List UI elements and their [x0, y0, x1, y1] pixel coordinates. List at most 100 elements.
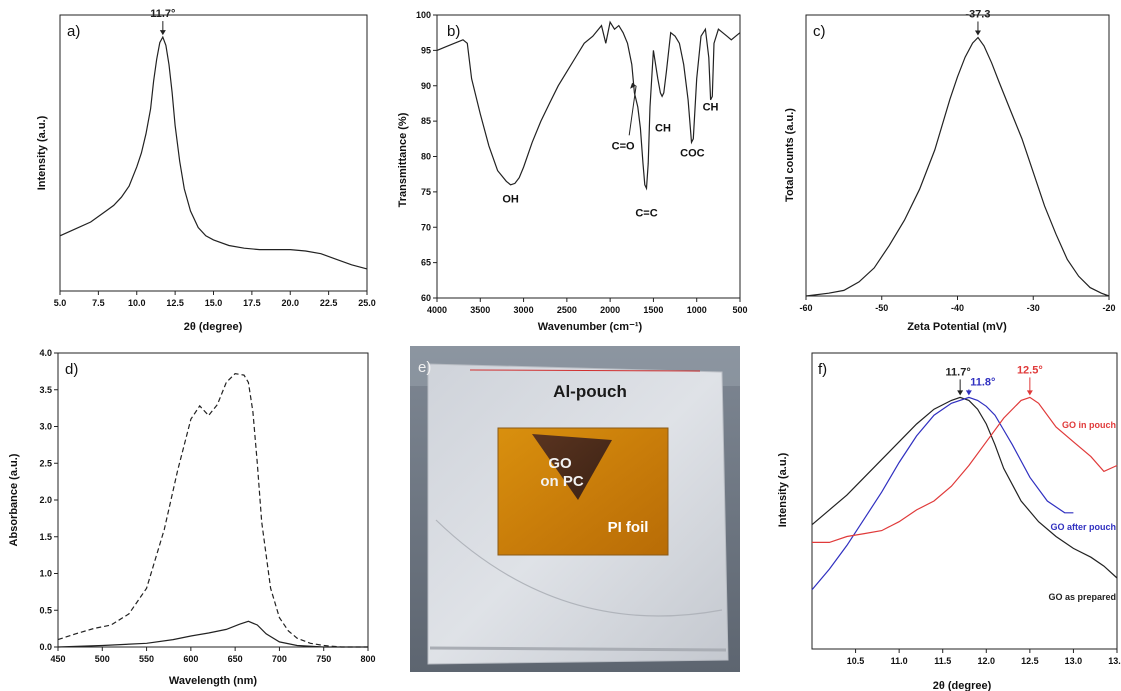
panel-d-series-line-1: [57, 372, 368, 648]
panel-a-label: a): [67, 23, 80, 40]
panel-b-ytick-label: 60: [421, 293, 431, 303]
panel-c-series-line-1: [805, 36, 1110, 297]
panel-f-xrd-pouch: 10.511.011.512.012.513.013.5 11.7°11.8°1…: [777, 352, 1121, 691]
panel-b-band-label: CH: [655, 123, 671, 135]
panel-f-xtick-label: 12.5: [1021, 656, 1039, 666]
panel-f-series-line-2: [811, 396, 1074, 591]
panel-a-ylabel: Intensity (a.u.): [36, 115, 48, 190]
panel-c-xtick-label: -60: [799, 303, 812, 313]
panel-a-xtick-label: 15.0: [205, 298, 223, 308]
panel-f-series-label: GO after pouch: [1050, 522, 1116, 532]
panel-a-xrd: 5.0 7.5 10.0 12.5 15.0 17.5 20.0 22.5 25.0 11.7°…: [36, 8, 376, 333]
panel-a-xtick-label: 20.0: [281, 298, 299, 308]
panel-d-ytick-label: 1.5: [39, 532, 52, 542]
panel-b-series-line-1: [436, 20, 741, 191]
panel-c-xtick-label: -40: [951, 303, 964, 313]
panel-b-xlabel: Wavenumber (cm⁻¹): [538, 321, 643, 333]
panel-d-xtick-label: 450: [50, 654, 65, 664]
panel-f-xtick-label: 10.5: [847, 656, 865, 666]
panel-b-xtick-label: 3000: [514, 305, 534, 315]
panel-c-xlabel: Zeta Potential (mV): [907, 321, 1007, 333]
photo-label-go: GO: [548, 455, 572, 472]
panel-c-series: -37.3: [805, 8, 1110, 297]
panel-f-series-line-3: [812, 396, 1118, 543]
panel-d-xtick-label: 600: [183, 654, 198, 664]
panel-b-series: [436, 20, 741, 191]
panel-f-annotation-label: 11.7°: [946, 366, 971, 378]
panel-a-series: 11.7°: [59, 8, 368, 270]
panel-b-xtick-label: 1000: [687, 305, 707, 315]
panel-f-annotation-arrowhead: [965, 390, 972, 396]
panel-d-xlabel: Wavelength (nm): [169, 675, 258, 687]
photo-label-al-pouch: Al-pouch: [553, 382, 627, 401]
panel-c-xtick-label: -30: [1027, 303, 1040, 313]
panel-b-xtick-label: 2500: [557, 305, 577, 315]
panel-d-label: d): [65, 361, 78, 378]
panel-b-xtick-label: 4000: [427, 305, 447, 315]
panel-c-xtick-label: -20: [1102, 303, 1115, 313]
panel-d-ytick-label: 2.5: [39, 458, 52, 468]
panel-b-ftir: 4000 3500 3000 2500 2000 1500 1000 500 60 65 70 75…: [397, 10, 748, 333]
panel-b-xtick-label: 2000: [600, 305, 620, 315]
panel-c-annotation-label: -37.3: [965, 8, 990, 20]
panel-b-co-arrow: [628, 85, 637, 136]
panel-d-xtick-label: 550: [139, 654, 154, 664]
panel-d-series-line-2: [57, 620, 368, 648]
panel-c-frame: [805, 14, 1110, 297]
panel-b-label: b): [447, 23, 460, 40]
panel-b-xticks: 4000 3500 3000 2500 2000 1500 1000 500: [427, 298, 748, 315]
panel-e-label: e): [418, 359, 431, 376]
al-pouch-seal: [429, 646, 727, 652]
panel-d-xticks: 450 500 550 600 650 700 750 800: [50, 647, 376, 664]
panel-d-ytick-label: 2.0: [39, 495, 52, 505]
panel-f-xtick-label: 13.0: [1065, 656, 1083, 666]
panel-d-frame: [57, 352, 369, 648]
panel-b-ytick-label: 75: [421, 187, 431, 197]
panel-a-xtick-label: 10.0: [128, 298, 146, 308]
panel-b-yticks: 60 65 70 75 80 85 90 95 100: [416, 10, 437, 303]
panel-f-xtick-label: 11.5: [934, 656, 951, 666]
panel-d-xtick-label: 800: [360, 654, 375, 664]
panel-a-xtick-label: 12.5: [166, 298, 184, 308]
panel-f-xtick-label: 12.0: [978, 656, 996, 666]
panel-b-ytick-label: 85: [421, 116, 431, 126]
panel-b-band-label: C=O: [612, 140, 635, 152]
panel-f-series-label: GO as prepared: [1048, 592, 1116, 602]
go-on-pc: [532, 434, 612, 500]
panel-b-annotations: OH C=O C=C CH COC CH: [502, 82, 719, 220]
al-pouch-crease: [435, 519, 723, 617]
panel-d-ytick-label: 0.0: [39, 642, 52, 652]
panel-f-label: f): [818, 361, 827, 378]
panel-a-xtick-label: 17.5: [243, 298, 261, 308]
panel-d-xtick-label: 700: [272, 654, 287, 664]
panel-c-ylabel: Total counts (a.u.): [784, 108, 796, 202]
panel-a-xticks: 5.0 7.5 10.0 12.5 15.0 17.5 20.0 22.5 25.0: [54, 291, 376, 308]
panel-a-xlabel: 2θ (degree): [184, 321, 243, 333]
panel-f-annotations: 11.7°11.8° 12.5°: [946, 364, 1043, 396]
panel-d-ytick-label: 4.0: [39, 348, 52, 358]
panel-a-annotation-label: 11.7°: [150, 8, 175, 20]
panel-f-frame: [811, 352, 1118, 650]
panel-f-ylabel: Intensity (a.u.): [777, 452, 789, 527]
panel-b-ytick-label: 65: [421, 258, 431, 268]
panel-b-xtick-label: 1500: [643, 305, 663, 315]
panel-d-ytick-label: 3.0: [39, 422, 52, 432]
panel-c-zeta: -60 -50 -40 -30 -20 -37.3 c) Zeta Potential …: [784, 8, 1116, 333]
panel-f-xticks: 10.5 11.0 11.5 12.0 12.5 13.0 13.5: [847, 649, 1121, 666]
panel-b-ytick-label: 95: [421, 45, 431, 55]
panel-a-frame: [59, 14, 368, 292]
panel-f-xtick-label: 13.5: [1108, 656, 1121, 666]
panel-b-ytick-label: 90: [421, 81, 431, 91]
panel-c-xticks: -60 -50 -40 -30 -20: [799, 296, 1116, 313]
panel-d-ytick-label: 0.5: [39, 605, 52, 615]
panel-f-annotation-arrowhead: [957, 390, 964, 396]
panel-f-series-label: GO in pouch: [1062, 420, 1116, 430]
panel-a-xtick-label: 5.0: [54, 298, 67, 308]
panel-c-annotation-arrowhead: [974, 30, 981, 36]
panel-a-annotation-arrowhead: [159, 30, 166, 36]
panel-f-xlabel: 2θ (degree): [933, 680, 992, 691]
panel-b-ytick-label: 70: [421, 222, 431, 232]
panel-d-yticks: 0.0 0.5 1.0 1.5 2.0 2.5 3.0 3.5 4.0: [39, 348, 58, 652]
panel-b-ytick-label: 80: [421, 152, 431, 162]
